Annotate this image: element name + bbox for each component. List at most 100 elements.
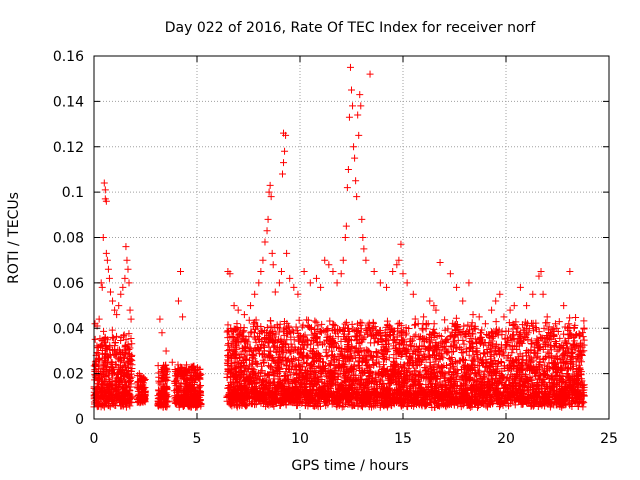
band-point	[309, 336, 317, 344]
band-point	[383, 403, 391, 411]
band-point	[411, 391, 419, 399]
band-point	[108, 326, 116, 334]
band-point	[310, 374, 318, 382]
band-point	[111, 339, 119, 347]
band-point	[91, 366, 99, 374]
band-point	[443, 361, 451, 369]
band-point	[175, 366, 183, 374]
band-point	[445, 368, 453, 376]
band-point	[251, 318, 259, 326]
band-point	[128, 340, 136, 348]
band-point	[106, 378, 114, 386]
band-point	[224, 334, 232, 342]
band-point	[524, 384, 532, 392]
band-point	[295, 316, 303, 324]
band-point	[356, 354, 364, 362]
band-point	[302, 396, 310, 404]
band-point	[453, 372, 461, 380]
band-point	[91, 376, 99, 384]
band-point	[451, 339, 459, 347]
band-point	[289, 360, 297, 368]
band-point	[120, 371, 128, 379]
band-point	[101, 366, 109, 374]
band-point	[570, 334, 578, 342]
band-point	[228, 333, 236, 341]
band-point	[569, 349, 577, 357]
band-point	[520, 326, 528, 334]
band-point	[522, 357, 530, 365]
band-point	[480, 370, 488, 378]
band-point	[574, 379, 582, 387]
band-point	[455, 326, 463, 334]
band-point	[430, 373, 438, 381]
band-point	[312, 318, 320, 326]
band-point	[510, 335, 518, 343]
band-point	[101, 396, 109, 404]
band-point	[133, 396, 141, 404]
band-point	[276, 377, 284, 385]
band-point	[160, 399, 168, 407]
band-point	[339, 369, 347, 377]
band-point	[459, 336, 467, 344]
band-point	[126, 376, 134, 384]
band-point	[174, 399, 182, 407]
band-point	[354, 347, 362, 355]
band-point	[531, 349, 539, 357]
band-point	[422, 356, 430, 364]
band-point	[322, 346, 330, 354]
band-point	[113, 377, 121, 385]
band-point	[172, 372, 180, 380]
band-point	[571, 344, 579, 352]
band-point	[240, 353, 248, 361]
band-point	[530, 365, 538, 373]
band-point	[578, 329, 586, 337]
band-point	[111, 345, 119, 353]
band-point	[123, 382, 131, 390]
band-point	[335, 357, 343, 365]
band-point	[534, 347, 542, 355]
band-point	[228, 339, 236, 347]
band-point	[580, 336, 588, 344]
band-point	[452, 314, 460, 322]
band-point	[486, 339, 494, 347]
band-point	[534, 344, 542, 352]
band-point	[362, 399, 370, 407]
band-point	[486, 368, 494, 376]
band-point	[561, 323, 569, 331]
band-point	[97, 403, 105, 411]
band-point	[498, 371, 506, 379]
band-point	[412, 331, 420, 339]
band-point	[308, 394, 316, 402]
band-point	[566, 330, 574, 338]
band-point	[91, 335, 99, 343]
band-point	[118, 391, 126, 399]
band-point	[291, 355, 299, 363]
band-point	[564, 383, 572, 391]
band-point	[477, 329, 485, 337]
band-point	[121, 388, 129, 396]
band-point	[249, 371, 257, 379]
band-point	[573, 380, 581, 388]
band-point	[374, 369, 382, 377]
band-point	[538, 377, 546, 385]
band-point	[246, 362, 254, 370]
band-point	[158, 365, 166, 373]
band-point	[230, 372, 238, 380]
band-point	[555, 318, 563, 326]
band-point	[468, 365, 476, 373]
band-point	[128, 361, 136, 369]
band-point	[191, 393, 199, 401]
band-point	[421, 352, 429, 360]
band-point	[329, 351, 337, 359]
band-point	[318, 320, 326, 328]
band-point	[389, 357, 397, 365]
band-point	[229, 327, 237, 335]
band-point	[433, 332, 441, 340]
band-point	[410, 377, 418, 385]
band-point	[391, 335, 399, 343]
band-point	[106, 385, 114, 393]
band-point	[549, 383, 557, 391]
band-point	[125, 350, 133, 358]
band-point	[540, 361, 548, 369]
band-point	[265, 371, 273, 379]
